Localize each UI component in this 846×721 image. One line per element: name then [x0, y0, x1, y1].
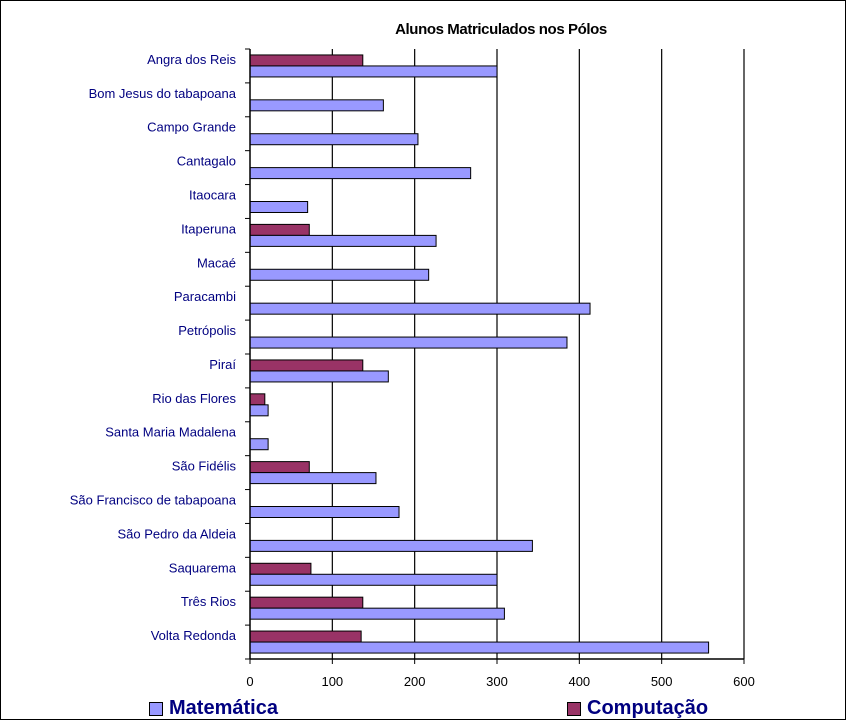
bar-matematica [249, 234, 437, 247]
category-label: Itaocara [189, 188, 237, 203]
bar-matematica [249, 302, 591, 315]
bar-matematica [249, 133, 419, 146]
bar-matematica [249, 167, 472, 180]
category-label: Angra dos Reis [147, 52, 236, 67]
category-label: Petrópolis [178, 323, 236, 338]
bar-matematica [249, 336, 568, 349]
bar-chart: Angra dos Reis Bom Jesus do tabapoana Camp… [70, 48, 755, 689]
bar-matematica [249, 65, 498, 78]
category-label: Campo Grande [147, 120, 236, 135]
bar-matematica [249, 268, 430, 281]
category-label: Rio das Flores [152, 391, 236, 406]
bar-computacao [249, 562, 312, 575]
x-tick-label: 400 [568, 674, 590, 689]
bar-matematica [249, 438, 269, 451]
bar-computacao [249, 630, 362, 643]
legend-item-computacao: Computação [567, 697, 708, 720]
category-label: Itaperuna [181, 221, 237, 236]
bar-matematica [249, 641, 710, 654]
bar-matematica [249, 99, 384, 112]
category-label: Paracambi [174, 289, 236, 304]
category-label: São Pedro da Aldeia [117, 526, 236, 541]
category-label: Piraí [209, 357, 236, 372]
bar-computacao [249, 596, 364, 609]
x-tick-label: 300 [486, 674, 508, 689]
bar-matematica [249, 573, 498, 586]
bar-matematica [249, 404, 269, 417]
category-label: Bom Jesus do tabapoana [89, 86, 237, 101]
bar-matematica [249, 506, 400, 518]
x-tick-label: 200 [404, 674, 426, 689]
x-tick-label: 0 [246, 674, 253, 689]
category-label: São Francisco de tabapoana [70, 493, 237, 508]
category-label: Volta Redonda [151, 628, 237, 643]
bar-computacao [249, 54, 364, 67]
x-tick-label: 600 [733, 674, 755, 689]
legend: Matemática Computação [1, 693, 846, 721]
bar-matematica [249, 370, 389, 383]
legend-item-matematica: Matemática [149, 697, 278, 720]
x-tick-label: 100 [321, 674, 343, 689]
bar-computacao [249, 223, 310, 236]
chart-title: Alunos Matriculados nos Pólos [395, 21, 607, 38]
bar-matematica [249, 539, 533, 552]
category-label: São Fidélis [172, 459, 237, 474]
legend-label-computacao: Computação [587, 697, 709, 719]
bar-matematica [249, 607, 505, 620]
bar-computacao [249, 461, 310, 474]
legend-swatch-computacao [567, 701, 581, 716]
legend-swatch-matematica [149, 701, 163, 716]
category-label: Macaé [197, 255, 236, 270]
category-label: Saquarema [169, 560, 237, 575]
bar-matematica [249, 472, 377, 485]
x-tick-label: 500 [651, 674, 673, 689]
category-label: Santa Maria Madalena [105, 425, 237, 440]
legend-label-matematica: Matemática [169, 697, 278, 719]
bar-computacao [249, 393, 266, 406]
category-label: Cantagalo [177, 154, 236, 169]
category-label: Três Rios [181, 594, 237, 609]
bar-computacao [249, 359, 364, 372]
bar-matematica [249, 201, 309, 213]
